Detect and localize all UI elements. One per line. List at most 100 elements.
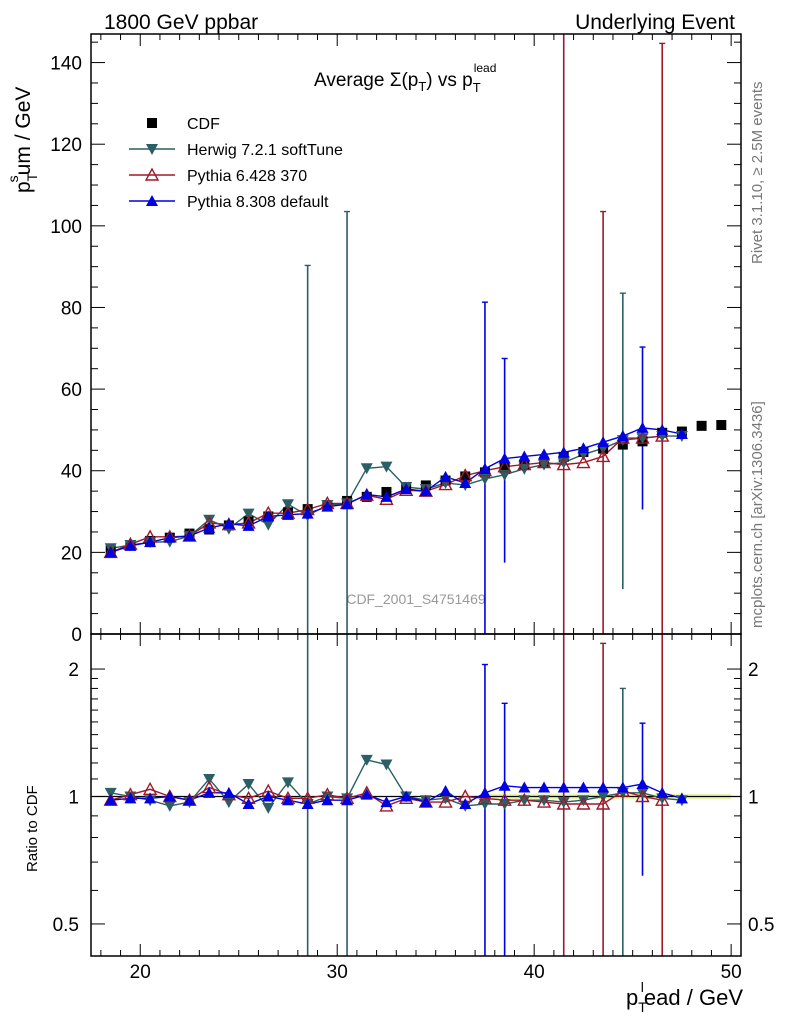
main-title: Average Σ(pT) vs pTlead: [314, 61, 496, 95]
point-pythia-6-428-370: [635, 789, 650, 803]
point-pythia-8-308-default: [321, 500, 334, 512]
point-pythia-6-428-370: [595, 796, 611, 810]
point-pythia-8-308-default: [538, 448, 551, 460]
point-pythia-6-428-370: [576, 455, 591, 469]
point-herwig-7-2-1-softtune: [518, 795, 531, 807]
header-right: Underlying Event: [575, 11, 735, 34]
point-pythia-6-428-370: [556, 457, 571, 471]
y-tick-label-right: 2: [748, 660, 759, 681]
legend-label-pythia-6-428-370: Pythia 6.428 370: [187, 168, 307, 185]
point-pythia-8-308-default: [419, 485, 432, 497]
x-tick-label: 30: [327, 962, 348, 983]
point-pythia-8-308-default: [419, 796, 432, 808]
main-panel: 0 20 40 60 80 100 120 140: [50, 33, 742, 646]
point-pythia-8-308-default: [360, 788, 373, 800]
ylabel-p: p: [12, 181, 35, 193]
point-pythia-6-428-370: [655, 428, 670, 442]
point-pythia-8-308-default: [478, 786, 491, 798]
point-pythia-8-308-default: [478, 462, 491, 474]
xlabel-sub: T: [638, 999, 647, 1015]
point-pythia-8-308-default: [262, 790, 275, 802]
point-herwig-7-2-1-softtune: [478, 473, 491, 485]
y-tick-label: 80: [61, 298, 82, 319]
point-pythia-8-308-default: [498, 452, 511, 464]
xlabel: pTlead / GeV: [626, 979, 743, 1015]
y-tick-label: 40: [61, 462, 82, 483]
ratio-ylabel: Ratio to CDF: [24, 785, 41, 872]
ylabel-rest: um / GeV: [12, 87, 35, 176]
point-pythia-8-308-default: [183, 794, 196, 806]
point-pythia-8-308-default: [518, 450, 531, 462]
point-pythia-6-428-370: [556, 796, 571, 810]
y-tick-label: 2: [68, 660, 79, 681]
point-pythia-6-428-370: [576, 796, 591, 810]
point-pythia-8-308-default: [321, 794, 334, 806]
point-pythia-6-428-370: [438, 477, 453, 491]
point-herwig-7-2-1-softtune: [163, 800, 176, 812]
title-sup2: lead: [474, 61, 497, 75]
side-label-mcplots: mcplots.cern.ch [arXiv:1306.3436]: [749, 401, 766, 628]
point-pythia-8-308-default: [144, 792, 157, 804]
point-pythia-8-308-default: [341, 794, 354, 806]
xlabel-sup: l: [641, 979, 644, 995]
y-tick-label: 100: [50, 217, 82, 238]
point-cdf: [696, 420, 707, 431]
point-pythia-8-308-default: [281, 508, 294, 520]
point-pythia-8-308-default: [538, 781, 551, 793]
point-pythia-8-308-default: [439, 785, 452, 797]
point-herwig-7-2-1-softtune: [262, 519, 275, 531]
point-pythia-8-308-default: [301, 798, 314, 810]
ylabel-sup: s: [5, 175, 21, 182]
y-tick-label-right: 0.5: [748, 915, 774, 936]
legend: CDF Herwig 7.2.1 softTune Pythia 6.428 370…: [129, 116, 343, 211]
y-tick-label: 0: [71, 625, 82, 646]
point-pythia-6-428-370: [655, 792, 670, 806]
legend-label-herwig-7-2-1-softtune: Herwig 7.2.1 softTune: [187, 142, 343, 159]
title-sub1: T: [418, 79, 426, 94]
point-cdf: [716, 420, 727, 431]
point-cdf: [499, 463, 510, 474]
point-herwig-7-2-1-softtune: [222, 797, 235, 809]
point-pythia-8-308-default: [498, 779, 511, 791]
point-herwig-7-2-1-softtune: [203, 773, 216, 785]
point-herwig-7-2-1-softtune: [498, 799, 511, 811]
point-pythia-8-308-default: [380, 796, 393, 808]
point-herwig-7-2-1-softtune: [360, 463, 373, 475]
point-pythia-6-428-370: [438, 794, 453, 808]
point-pythia-8-308-default: [400, 790, 413, 802]
point-cdf: [460, 471, 471, 482]
point-pythia-8-308-default: [281, 794, 294, 806]
legend-label-cdf: CDF: [187, 116, 220, 133]
point-pythia-6-428-370: [536, 794, 552, 808]
point-pythia-8-308-default: [616, 430, 629, 442]
title-main: Average Σ(p: [314, 70, 418, 91]
point-pythia-8-308-default: [341, 498, 354, 510]
point-pythia-8-308-default: [124, 539, 137, 551]
y-tick-label: 140: [50, 54, 82, 75]
point-pythia-8-308-default: [597, 436, 610, 448]
x-tick-label: 40: [524, 962, 545, 983]
point-pythia-8-308-default: [675, 792, 688, 804]
point-pythia-8-308-default: [656, 423, 669, 435]
y-tick-label: 20: [61, 543, 82, 564]
side-label-rivet: Rivet 3.1.10, ≥ 2.5M events: [749, 82, 766, 265]
point-pythia-8-308-default: [183, 530, 196, 542]
point-pythia-8-308-default: [577, 442, 590, 454]
ratio-plot-area: [91, 634, 741, 956]
point-pythia-8-308-default: [518, 781, 531, 793]
point-pythia-8-308-default: [222, 786, 235, 798]
point-pythia-8-308-default: [439, 470, 452, 482]
main-ylabel: pTsum / GeV: [5, 87, 40, 193]
point-pythia-8-308-default: [163, 531, 176, 543]
point-pythia-6-428-370: [536, 455, 552, 469]
point-herwig-7-2-1-softtune: [262, 802, 275, 814]
point-pythia-6-428-370: [497, 792, 512, 806]
point-pythia-8-308-default: [557, 446, 570, 458]
series-line-pythia-8-308-default: [110, 427, 683, 554]
point-pythia-6-428-370: [595, 448, 611, 463]
point-herwig-7-2-1-softtune: [380, 759, 393, 771]
point-pythia-8-308-default: [360, 488, 373, 500]
point-pythia-6-428-370: [497, 459, 512, 473]
point-pythia-8-308-default: [104, 794, 117, 806]
